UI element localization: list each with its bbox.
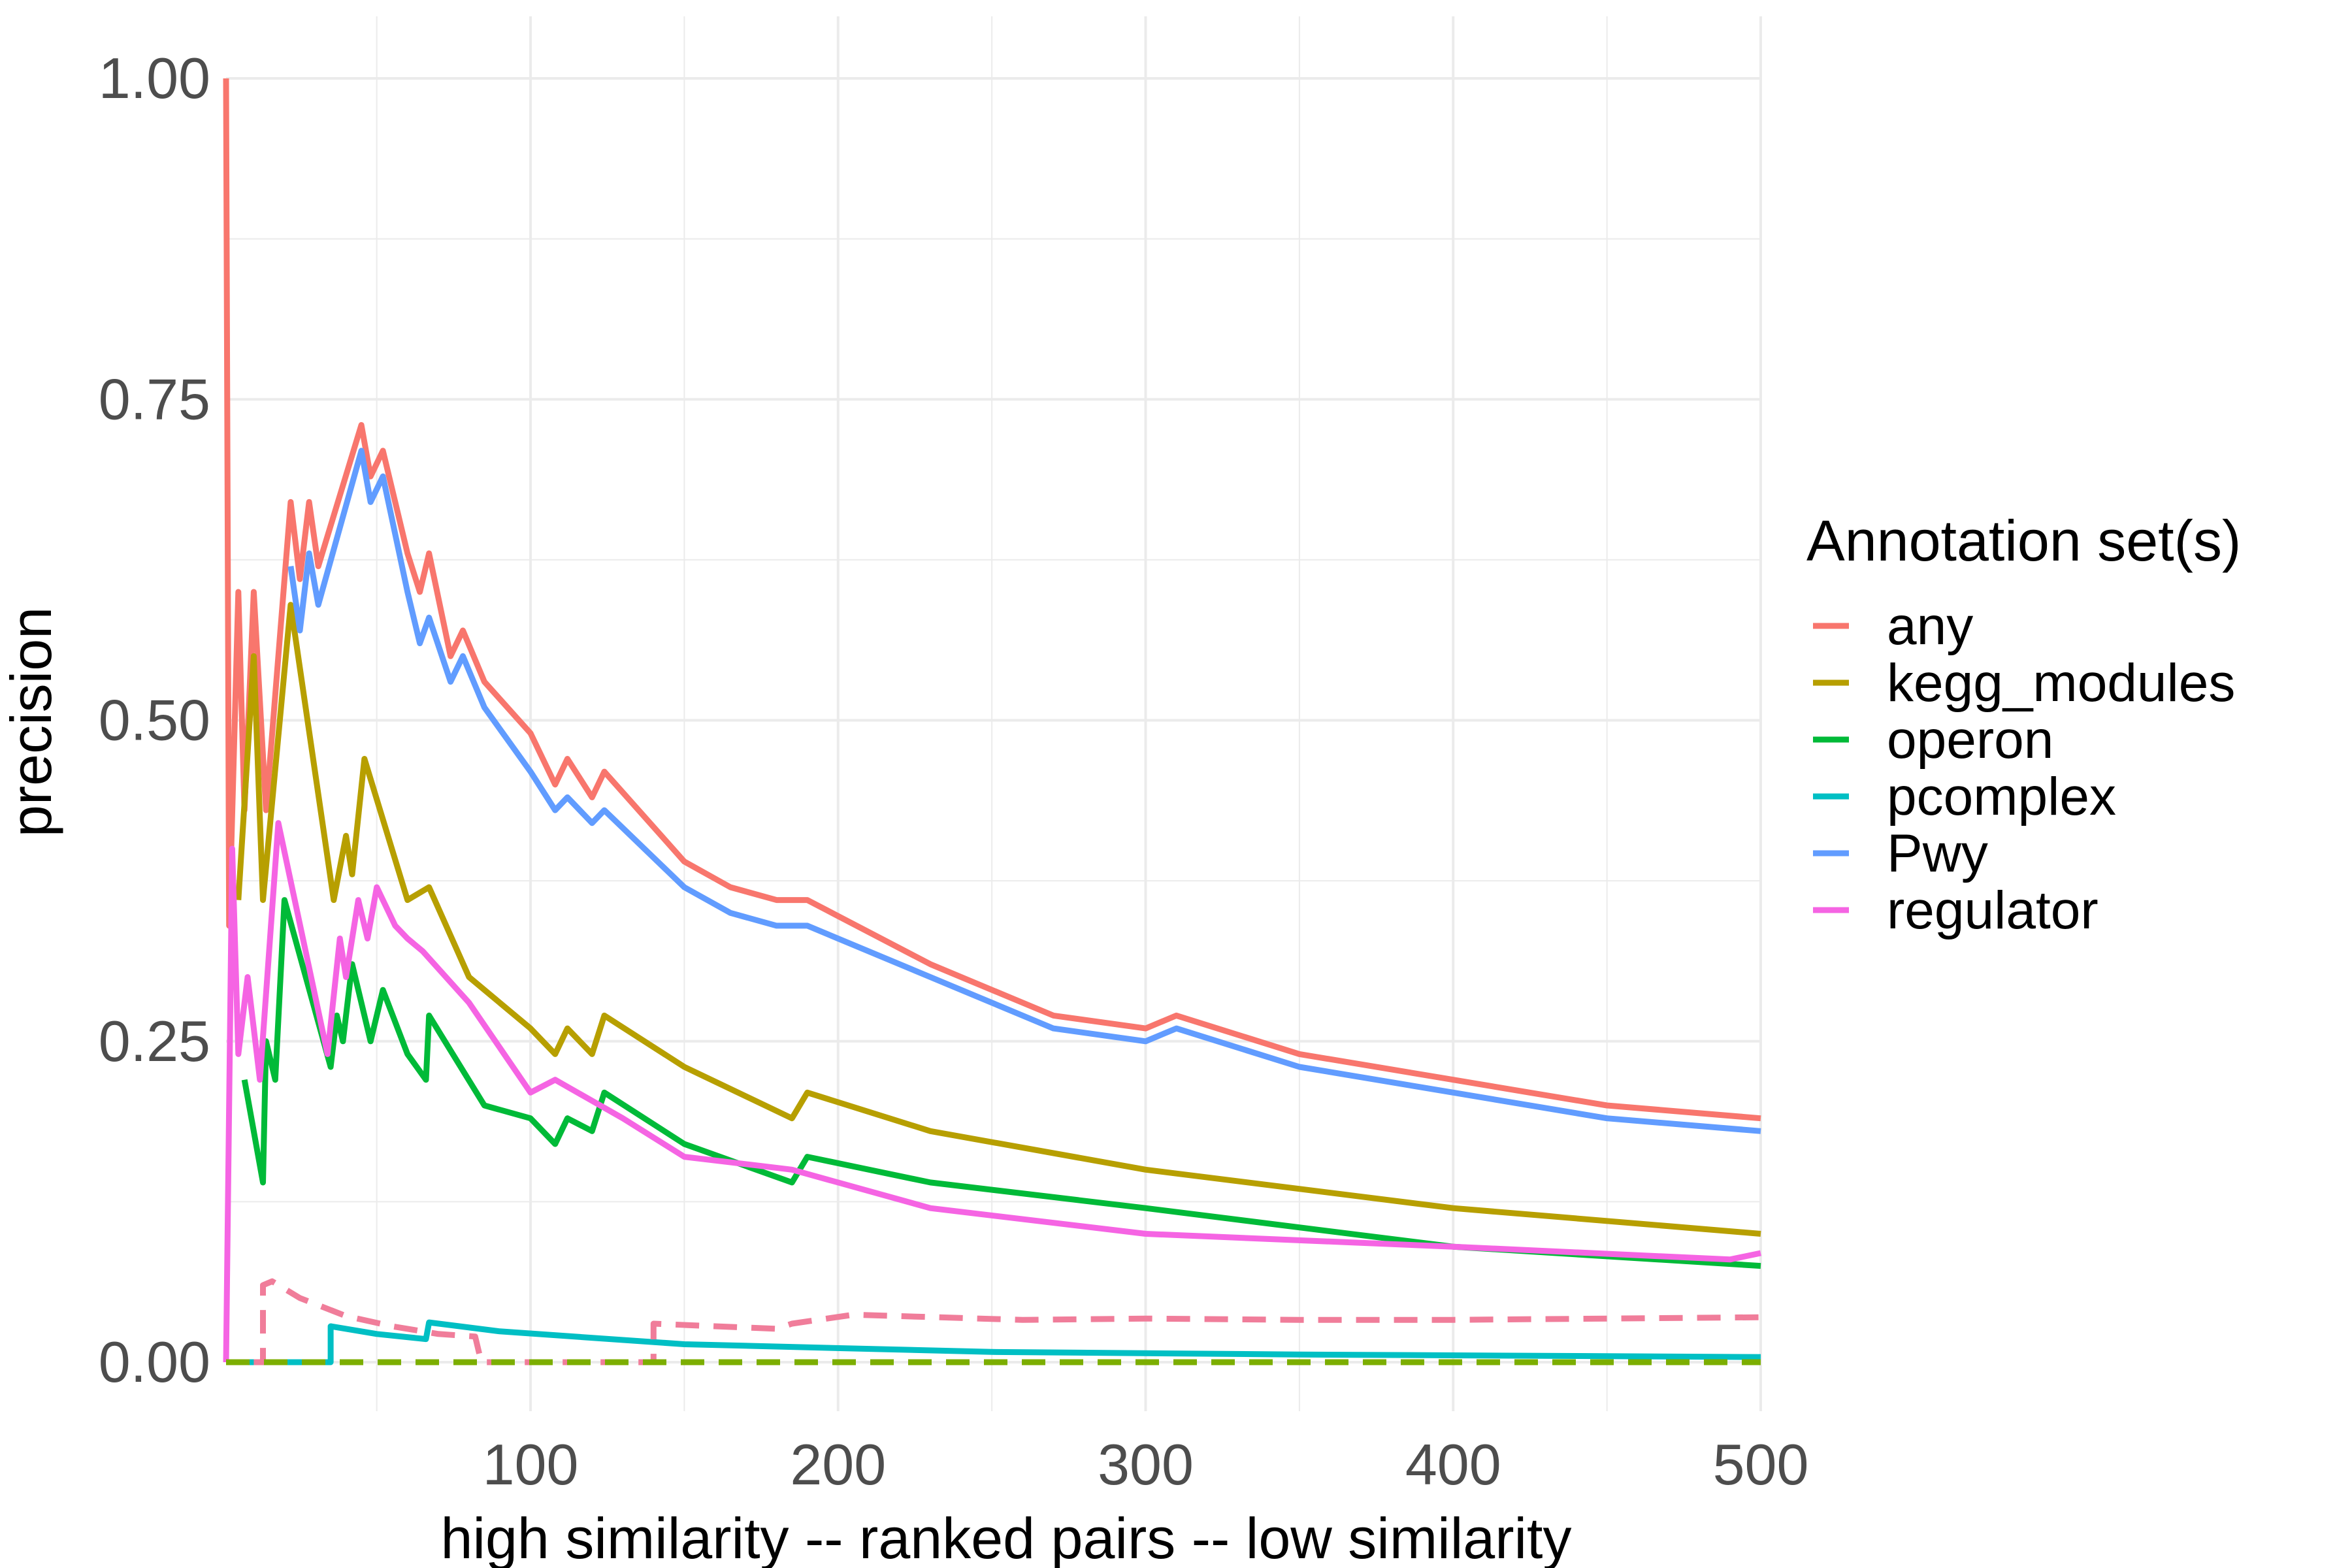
legend-label: pcomplex: [1887, 767, 2116, 826]
x-tick-label: 200: [790, 1432, 886, 1497]
legend-title: Annotation set(s): [1806, 508, 2241, 573]
y-tick-label: 0.00: [99, 1330, 210, 1394]
y-axis-title: precision: [0, 607, 63, 837]
series-line-any: [223, 78, 1761, 1122]
y-tick-label: 0.50: [99, 688, 210, 753]
x-tick-label: 500: [1713, 1432, 1809, 1497]
legend-label: operon: [1887, 710, 2053, 770]
y-tick-label: 1.00: [99, 46, 210, 110]
y-axis-ticks: 0.00 0.25 0.50 0.75 1.00: [99, 46, 210, 1394]
series-lines: [223, 78, 1761, 1365]
legend-label: kegg_modules: [1887, 653, 2235, 713]
legend-label: any: [1887, 596, 1973, 656]
legend: Annotation set(s) anykegg_modulesoperonp…: [1806, 508, 2241, 940]
x-tick-label: 400: [1405, 1432, 1501, 1497]
series-line-dashed-6: [253, 1278, 1761, 1365]
legend-label: regulator: [1887, 881, 2099, 940]
grid: [226, 16, 1762, 1411]
series-line-regulator: [223, 820, 1761, 1363]
series-line-operon: [241, 897, 1761, 1269]
series-line-pwy: [287, 448, 1761, 1134]
x-tick-label: 100: [483, 1432, 579, 1497]
legend-label: Pwy: [1887, 824, 1988, 883]
x-tick-label: 300: [1098, 1432, 1194, 1497]
series-line-kegg_modules: [235, 602, 1761, 1237]
x-axis-ticks: 100 200 300 400 500: [483, 1432, 1809, 1497]
x-axis-title: high similarity -- ranked pairs -- low s…: [441, 1506, 1572, 1568]
series-line-pcomplex: [226, 1319, 1761, 1365]
y-tick-label: 0.25: [99, 1009, 210, 1073]
y-tick-label: 0.75: [99, 367, 210, 431]
